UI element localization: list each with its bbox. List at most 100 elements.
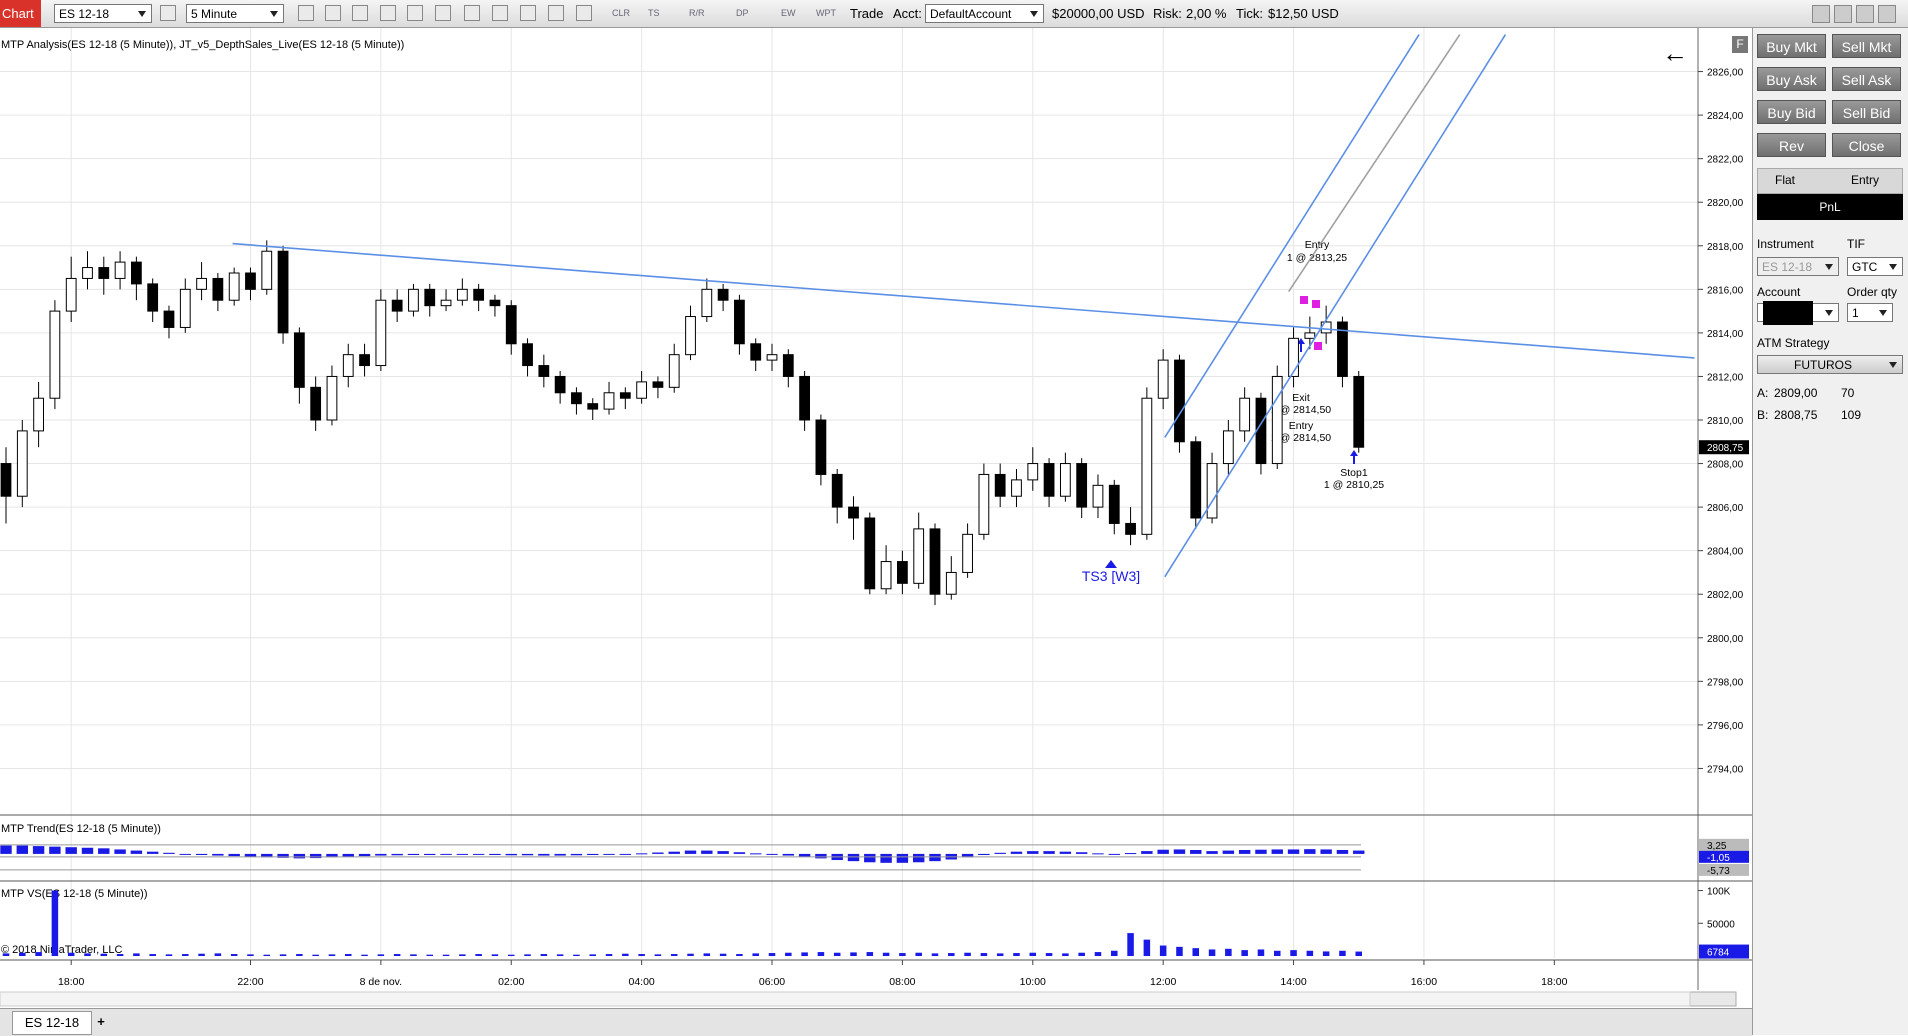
volume-bar [1029,952,1037,956]
trend-bar [701,850,713,854]
candle-body [913,528,925,584]
entry-label: Entry [1851,173,1880,187]
volume-bar [1339,950,1346,956]
volume-bar [556,954,564,956]
trend-bar [815,853,827,859]
candle-body [342,354,354,377]
y-tick-label: 2794,00 [1707,764,1744,775]
y-tick-label: 2798,00 [1707,677,1744,688]
trend-bar [521,853,534,856]
annotation: Entry [1305,239,1330,251]
tool-icon[interactable] [298,5,314,21]
add-tab[interactable]: + [97,1014,105,1029]
tool-button[interactable]: EW [781,8,796,18]
bid-price: 2808,75 [1774,408,1818,422]
tool-icon[interactable] [325,5,341,21]
order-button[interactable]: Sell Mkt [1832,34,1901,58]
trend-line [1287,34,1461,292]
account-select[interactable]: DefaultAccount [925,4,1044,23]
volume-bar [703,953,711,956]
candle-body [1011,479,1022,497]
order-button[interactable]: Rev [1757,133,1826,157]
order-button[interactable]: Sell Ask [1832,67,1901,91]
tool-icon[interactable] [464,5,480,21]
volume-bar [133,953,140,956]
signal-triangle [1105,560,1117,568]
toolbar: Chart ES 12-18 5 Minute CLR TS R/R DP EW… [0,0,1908,28]
search-icon[interactable] [160,5,176,21]
tool-icon[interactable] [576,5,592,21]
order-button[interactable]: Buy Mkt [1757,34,1826,58]
window-button[interactable] [1878,5,1896,23]
order-button[interactable]: Close [1832,133,1901,157]
atm-select[interactable]: FUTUROS [1757,355,1903,374]
right-axis [1698,28,1752,990]
position-header [1757,168,1903,194]
trend-bar [244,853,257,857]
tool-icon[interactable] [380,5,396,21]
order-button[interactable]: Buy Ask [1757,67,1826,91]
trend-bar [0,845,12,854]
tick-label: Tick: [1236,6,1263,21]
trend-bar [81,847,94,854]
candle-body [179,288,191,328]
y-tick-label: 2804,00 [1707,547,1744,558]
scrollbar-thumb[interactable] [1689,991,1737,1007]
candle-body [1108,484,1120,524]
volume-bar [817,952,825,956]
candle-body [473,288,485,301]
tool-icon[interactable] [520,5,536,21]
tool-icon[interactable] [492,5,508,21]
volume-bar [279,954,287,956]
candle-body [1206,463,1218,519]
instrument-select[interactable]: ES 12-18 [54,4,152,23]
trend-bar [1059,851,1072,854]
order-button[interactable]: Sell Bid [1832,100,1901,124]
back-arrow[interactable]: ← [1662,38,1688,68]
tool-icon[interactable] [548,5,564,21]
trade-label[interactable]: Trade [850,6,884,21]
f-button[interactable] [1732,36,1748,53]
trend-bar [212,853,224,856]
tool-button[interactable]: DP [736,8,749,18]
tool-button[interactable]: R/R [689,8,705,18]
tool-icon[interactable] [407,5,423,21]
instrument-select[interactable]: ES 12-18 [1757,257,1839,276]
candle-body [130,261,142,285]
tif-select[interactable]: GTC [1847,257,1903,276]
candle-body [326,375,338,421]
candle-body [1320,321,1332,334]
candle-body [1059,463,1071,497]
tool-button[interactable]: TS [648,8,660,18]
x-tick-label: 18:00 [1541,976,1567,988]
tab[interactable]: ES 12-18 [12,1011,92,1035]
order-button[interactable]: Buy Bid [1757,100,1826,124]
tool-icon[interactable] [352,5,368,21]
tool-icon[interactable] [435,5,451,21]
tool-button[interactable]: CLR [612,8,631,18]
trend-bar [750,853,762,855]
x-tick-label: 06:00 [759,976,785,988]
trend-bar [929,853,941,862]
volume-bar [1322,951,1330,956]
annotation: 1 @ 2814,50 [1271,432,1331,444]
interval-select[interactable]: 5 Minute [186,4,284,23]
volume-bar [1013,953,1020,956]
candle-body [1157,359,1169,399]
volume-bar [524,954,531,956]
volume-bar [198,953,205,956]
window-button[interactable] [1812,5,1830,23]
candle-body [1043,463,1055,497]
window-button[interactable] [1834,5,1852,23]
volume-bar [866,952,874,956]
trend-bar [472,853,485,855]
candle-body [636,381,648,399]
y-tick-label: 2818,00 [1707,242,1744,253]
qty-input[interactable]: 1 [1847,303,1893,322]
last-price-label: 2808,75 [1707,443,1744,454]
scrollbar[interactable] [0,991,1691,1007]
tool-button[interactable]: WPT [816,8,836,18]
candle-body [799,375,810,421]
window-button[interactable] [1856,5,1874,23]
volume-bar [1176,946,1183,956]
